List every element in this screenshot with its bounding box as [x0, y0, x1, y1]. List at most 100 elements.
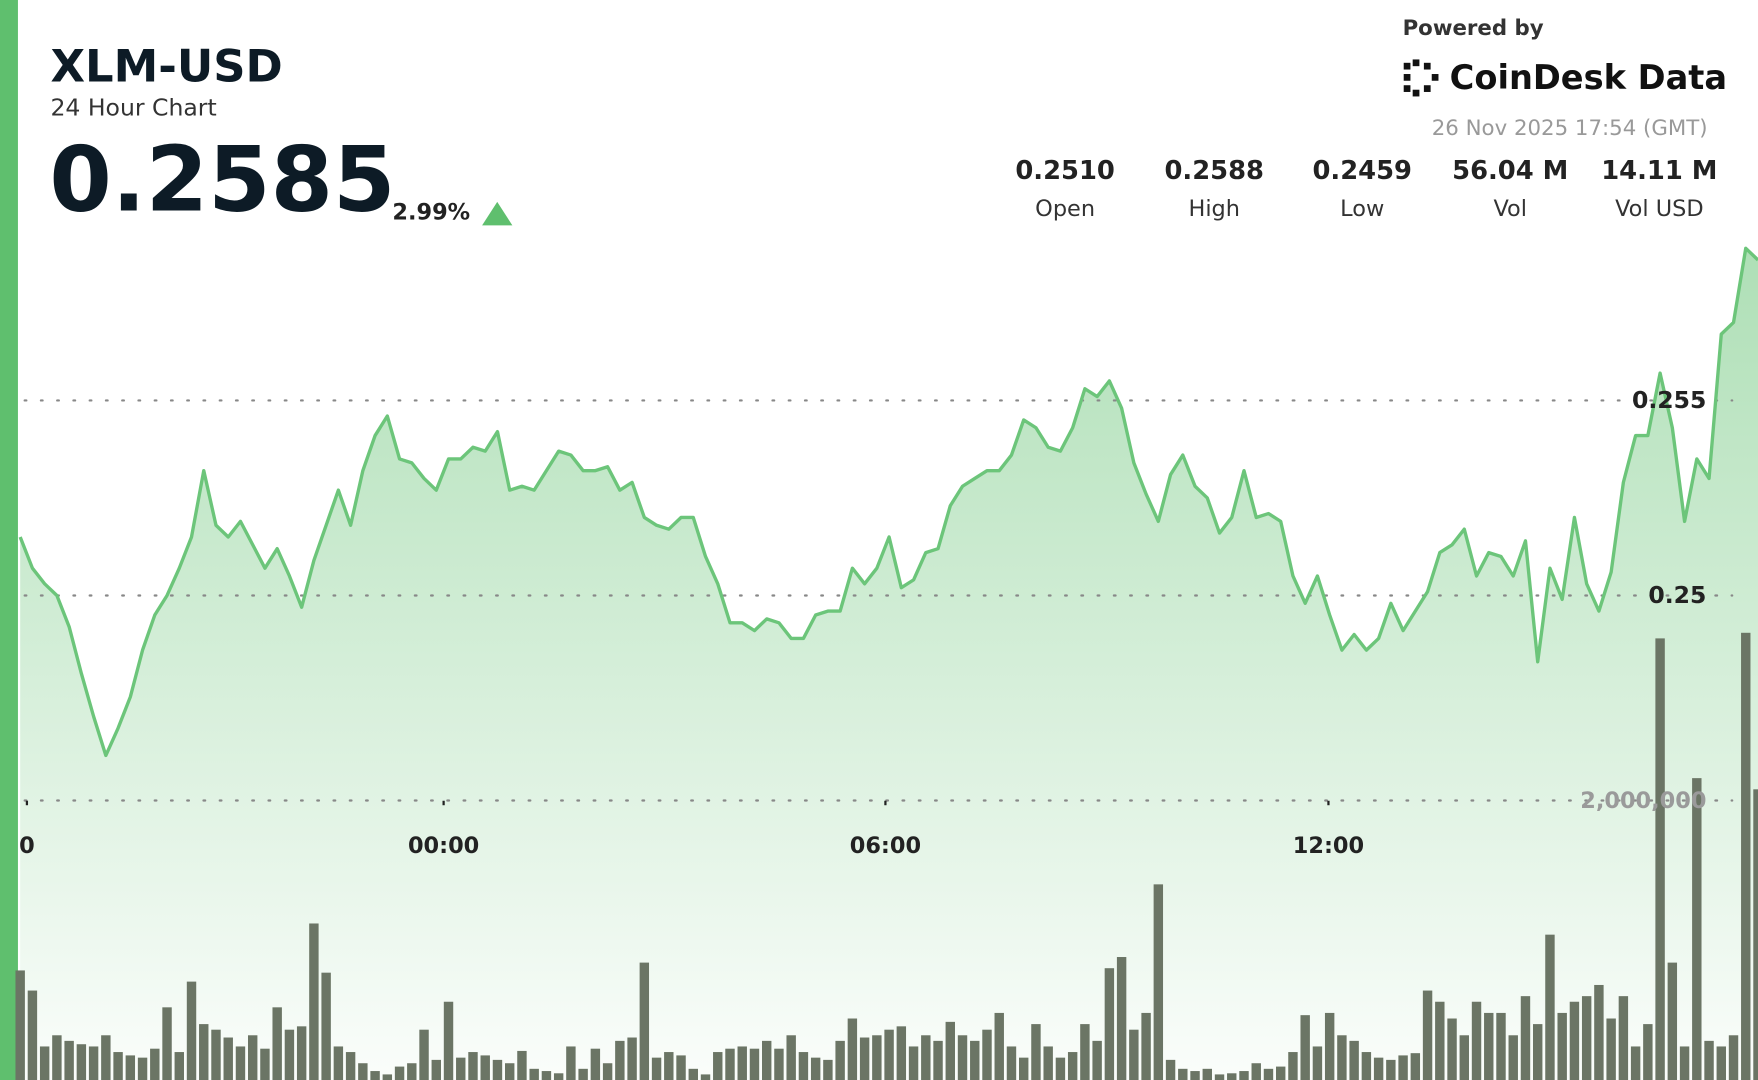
volume-bar: [884, 1029, 894, 1080]
volume-bar: [88, 1046, 99, 1080]
volume-bar: [64, 1040, 74, 1080]
stat-value: 0.2510: [1015, 156, 1114, 186]
volume-bar: [468, 1052, 478, 1080]
volume-bar: [199, 1024, 209, 1080]
volume-bar: [1373, 1057, 1384, 1080]
volume-bar: [1753, 789, 1758, 1080]
volume-bar: [590, 1048, 601, 1080]
volume-bar: [908, 1046, 919, 1080]
volume-bar: [1043, 1046, 1053, 1080]
volume-bar: [945, 1021, 955, 1080]
volume-bar: [1288, 1052, 1298, 1080]
volume-bar: [174, 1052, 184, 1080]
volume-bar: [76, 1044, 87, 1080]
plot-area: 0.25 0.255 2,000,000 0 00:00 06:00 12:00: [15, 246, 1758, 1080]
volume-bar: [1594, 984, 1604, 1080]
stat-label: Low: [1340, 196, 1384, 222]
stat-label: Vol: [1493, 196, 1527, 222]
volume-bar: [39, 1046, 50, 1080]
volume-bar: [1165, 1059, 1176, 1080]
volume-bar: [345, 1052, 356, 1080]
x-tick-label: 00:00: [408, 833, 479, 859]
stat-value: 56.04 M: [1452, 156, 1568, 186]
volume-bar: [492, 1059, 503, 1080]
volume-bar: [186, 981, 197, 1080]
volume-bar: [725, 1048, 735, 1080]
volume-bar: [1202, 1068, 1212, 1080]
volume-bar: [664, 1052, 674, 1080]
volume-bar: [921, 1035, 931, 1080]
volume-bar: [933, 1040, 943, 1080]
volume-bar: [602, 1063, 613, 1080]
brand-logo: [1403, 59, 1439, 97]
volume-bar: [553, 1073, 564, 1080]
volume-bar: [419, 1029, 429, 1080]
volume-bar: [810, 1057, 821, 1080]
stat-label: High: [1188, 196, 1239, 222]
up-arrow: [482, 201, 513, 226]
volume-bar: [872, 1035, 882, 1080]
volume-bar: [1067, 1052, 1078, 1080]
volume-bar: [504, 1063, 515, 1080]
volume-bar: [394, 1066, 405, 1080]
volume-bar: [1055, 1057, 1066, 1080]
volume-bar: [1667, 962, 1678, 1080]
volume-bar: [798, 1052, 809, 1080]
volume-bar: [27, 990, 38, 1080]
chart-title: XLM-USD: [50, 40, 282, 93]
volume-bar: [762, 1040, 772, 1080]
accent-bar: [0, 0, 18, 1080]
volume-bar: [431, 1059, 441, 1080]
volume-bar: [137, 1057, 148, 1080]
volume-bar: [1606, 1018, 1616, 1080]
stat-value: 0.2588: [1164, 156, 1263, 186]
volume-bar: [162, 1007, 172, 1080]
volume-bar: [370, 1071, 380, 1080]
volume-bar: [1276, 1066, 1286, 1080]
volume-bar: [1398, 1055, 1408, 1080]
volume-bar: [407, 1063, 417, 1080]
volume-bar: [1557, 1012, 1567, 1080]
volume-bar: [676, 1055, 686, 1080]
volume-bar: [823, 1059, 833, 1080]
volume-bar: [835, 1040, 845, 1080]
volume-bar: [627, 1037, 637, 1080]
volume-bar: [1459, 1035, 1469, 1080]
volume-bar: [1545, 934, 1555, 1080]
volume-bar: [321, 972, 331, 1080]
stat-label: Vol USD: [1615, 196, 1704, 222]
volume-bar: [382, 1074, 393, 1080]
volume-bar: [247, 1035, 258, 1080]
volume-bar: [1643, 1024, 1653, 1080]
chart-subtitle: 24 Hour Chart: [50, 93, 216, 121]
volume-bar: [1410, 1053, 1421, 1080]
volume-bar: [688, 1068, 698, 1080]
volume-bar: [896, 1026, 907, 1080]
stat-value: 14.11 M: [1601, 156, 1717, 186]
volume-bar: [309, 923, 319, 1080]
volume-bar: [749, 1048, 760, 1080]
volume-bar: [982, 1029, 992, 1080]
volume-bar: [859, 1037, 870, 1080]
volume-bar: [211, 1029, 221, 1080]
volume-bar: [786, 1035, 796, 1080]
y-tick-label: 0.255: [1632, 386, 1706, 414]
volume-bar: [578, 1068, 588, 1080]
volume-bar: [333, 1046, 344, 1080]
volume-bar: [1006, 1046, 1017, 1080]
brand-name: CoinDesk Data: [1450, 58, 1727, 97]
volume-bar: [1153, 884, 1164, 1080]
volume-bar: [1019, 1057, 1029, 1080]
volume-bar: [1569, 1001, 1580, 1080]
volume-bar: [1422, 990, 1433, 1080]
price-change: 2.99%: [392, 200, 470, 226]
price-area: [20, 248, 1758, 1080]
volume-bar: [1080, 1024, 1090, 1080]
volume-bar: [272, 1007, 282, 1080]
volume-bar: [1471, 1001, 1482, 1080]
volume-bar: [1129, 1029, 1139, 1080]
volume-bar: [456, 1057, 466, 1080]
volume-bar: [296, 1026, 307, 1080]
volume-bar: [1104, 968, 1115, 1080]
